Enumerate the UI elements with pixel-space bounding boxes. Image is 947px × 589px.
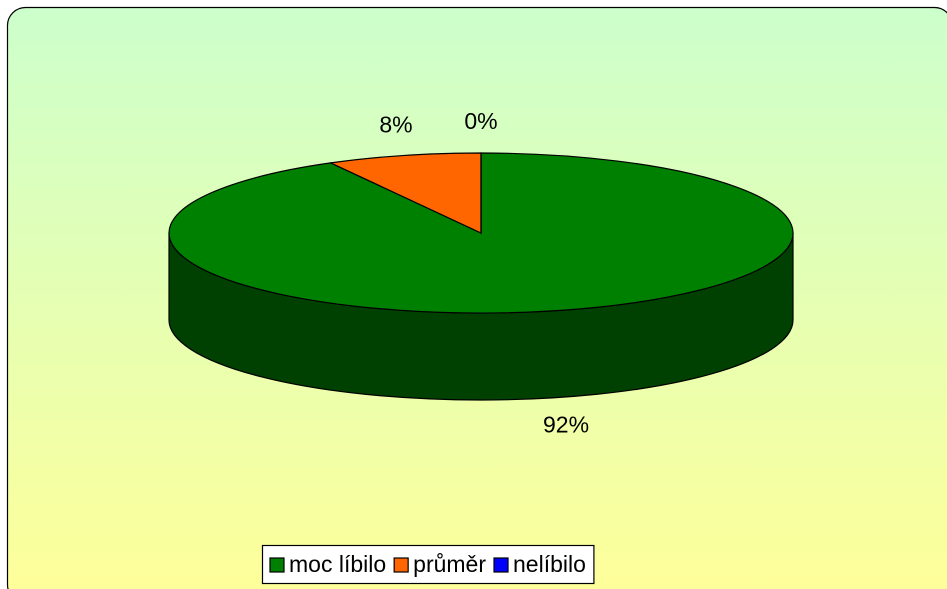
legend: moc líbilo průměr nelíbilo	[261, 544, 595, 585]
pie	[168, 152, 794, 401]
legend-swatch	[269, 557, 285, 573]
data-label: 92%	[543, 412, 589, 438]
data-label: 8%	[379, 112, 412, 138]
legend-swatch	[493, 557, 509, 573]
slice	[328, 152, 482, 234]
legend-label: nelíbilo	[513, 551, 586, 577]
legend-label: moc líbilo	[289, 551, 386, 577]
legend-swatch	[393, 557, 409, 573]
data-label: 0%	[464, 108, 497, 134]
legend-label: průměr	[413, 551, 486, 577]
data-labels: 92% 8% 0%	[379, 108, 589, 438]
legend-box	[261, 544, 595, 585]
